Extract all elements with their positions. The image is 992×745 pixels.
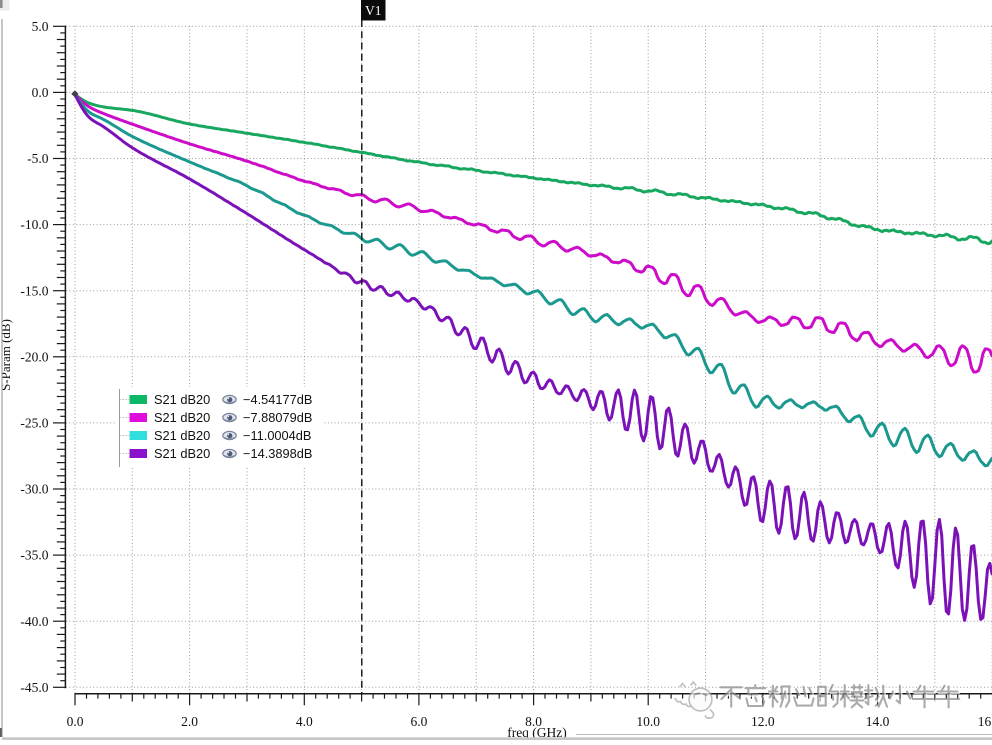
svg-text:S21 dB20: S21 dB20 [154,410,210,425]
svg-text:-15.0: -15.0 [20,283,48,298]
svg-text:14.0: 14.0 [866,714,890,729]
svg-text:0.0: 0.0 [32,85,49,100]
svg-text:-5.0: -5.0 [27,151,49,166]
svg-text:−11.0004dB: −11.0004dB [243,428,311,443]
svg-text:2.0: 2.0 [181,714,198,729]
svg-text:-45.0: -45.0 [20,680,48,695]
svg-text:S21 dB20: S21 dB20 [154,446,210,461]
svg-text:V1: V1 [365,3,382,18]
svg-text:5.0: 5.0 [32,19,49,34]
svg-text:-30.0: -30.0 [20,482,48,497]
svg-text:4.0: 4.0 [296,714,313,729]
svg-text:−14.3898dB: −14.3898dB [243,446,312,461]
svg-text:12.0: 12.0 [751,714,775,729]
svg-text:10.0: 10.0 [636,714,660,729]
svg-text:−4.54177dB: −4.54177dB [243,392,312,407]
svg-text:S-Param (dB): S-Param (dB) [0,319,13,391]
svg-text:-20.0: -20.0 [20,349,48,364]
svg-text:S21 dB20: S21 dB20 [154,392,210,407]
svg-text:-25.0: -25.0 [20,416,48,431]
svg-text:8.0: 8.0 [525,714,542,729]
svg-text:6.0: 6.0 [410,714,427,729]
svg-text:S21 dB20: S21 dB20 [154,428,210,443]
svg-text:-40.0: -40.0 [20,614,48,629]
svg-text:0.0: 0.0 [67,714,84,729]
svg-text:freq (GHz): freq (GHz) [507,725,567,740]
svg-text:16: 16 [978,714,992,729]
svg-text:-35.0: -35.0 [20,548,48,563]
svg-text:−7.88079dB: −7.88079dB [243,410,312,425]
svg-text:-10.0: -10.0 [20,217,48,232]
